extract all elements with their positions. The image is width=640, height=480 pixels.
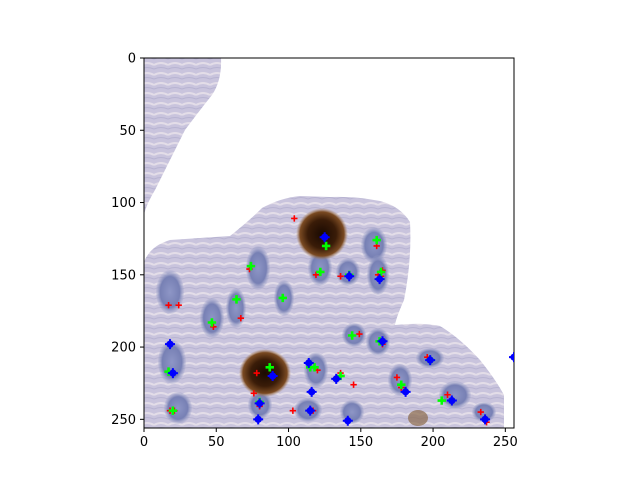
green-plus-marker: [437, 396, 446, 405]
blue-dot-marker-cross: [167, 368, 178, 379]
blue-dot-marker-cross: [342, 415, 353, 426]
blue-dot-marker-cross: [303, 357, 314, 368]
marker-group: [164, 215, 514, 426]
green-plus-marker: [397, 380, 406, 389]
stained-cell-2: [239, 349, 291, 397]
blue-dot-marker-cross: [267, 370, 278, 381]
tick-group: 0 50 100 150 200 250 0 50 100 150 200 250: [111, 52, 518, 451]
y-tick-label: 100: [111, 196, 136, 211]
y-tick-label: 150: [111, 268, 136, 283]
tissue-upper-left: [144, 58, 222, 215]
green-plus-marker: [372, 235, 381, 245]
x-tick-label: 0: [140, 435, 148, 450]
green-plus-marker: [321, 241, 331, 251]
green-plus-marker: [168, 406, 178, 415]
red-plus-marker: [350, 381, 357, 388]
tissue-main: [144, 196, 504, 428]
x-tick-label: 100: [276, 435, 301, 450]
red-plus-marker: [237, 314, 245, 322]
red-plus-marker: [477, 408, 484, 416]
y-tick-label: 250: [111, 413, 136, 428]
tissue-image: [144, 58, 504, 428]
blue-dot-marker-cross: [305, 405, 316, 416]
y-tick-label: 0: [128, 52, 136, 67]
blue-dot-marker-cross: [306, 386, 317, 397]
red-plus-marker: [165, 301, 172, 309]
blue-dot-marker-cross: [331, 373, 342, 384]
red-plus-marker: [210, 323, 217, 331]
red-plus-marker: [291, 215, 298, 222]
red-plus-marker: [175, 301, 182, 309]
green-plus-marker: [246, 261, 256, 271]
blue-dot-marker-cross: [165, 339, 176, 350]
red-plus-marker: [250, 390, 258, 397]
x-tick-label: 50: [208, 435, 225, 450]
red-plus-marker: [289, 407, 297, 414]
y-tick-label: 50: [119, 124, 136, 139]
y-tick-label: 200: [111, 341, 136, 356]
red-plus-marker: [444, 391, 451, 398]
green-plus-marker: [376, 267, 386, 277]
green-plus-marker: [310, 363, 319, 372]
x-tick-label: 250: [493, 435, 518, 450]
green-plus-marker: [207, 318, 217, 327]
axes-frame: [143, 57, 515, 429]
stained-cell-1: [296, 208, 348, 260]
green-plus-marker: [316, 267, 325, 277]
blue-dot-marker-cross: [319, 232, 330, 243]
green-plus-marker: [232, 295, 241, 304]
red-plus-marker: [337, 273, 344, 280]
blue-dot-marker-cross: [344, 271, 355, 282]
red-plus-marker: [356, 330, 363, 338]
green-plus-marker: [278, 293, 287, 303]
blue-dot-marker-cross: [446, 395, 457, 406]
red-plus-marker: [312, 271, 320, 278]
blue-dot-marker-cross: [254, 398, 265, 409]
blue-dot-marker-cross: [253, 414, 264, 425]
blue-dot-marker-cross: [480, 414, 491, 425]
blue-dot-marker-cross: [374, 274, 385, 285]
x-tick-label: 150: [348, 435, 373, 450]
blue-dot-marker-cross: [509, 352, 514, 363]
green-plus-marker: [347, 331, 357, 340]
blue-dot-marker-cross: [377, 336, 388, 347]
red-plus-marker: [253, 369, 260, 377]
blue-dot-marker-cross: [425, 355, 436, 366]
x-tick-label: 200: [421, 435, 446, 450]
blue-dot-marker-cross: [400, 386, 411, 397]
stained-cell-3: [408, 410, 428, 426]
red-plus-marker: [393, 374, 401, 381]
green-plus-marker: [265, 363, 274, 372]
